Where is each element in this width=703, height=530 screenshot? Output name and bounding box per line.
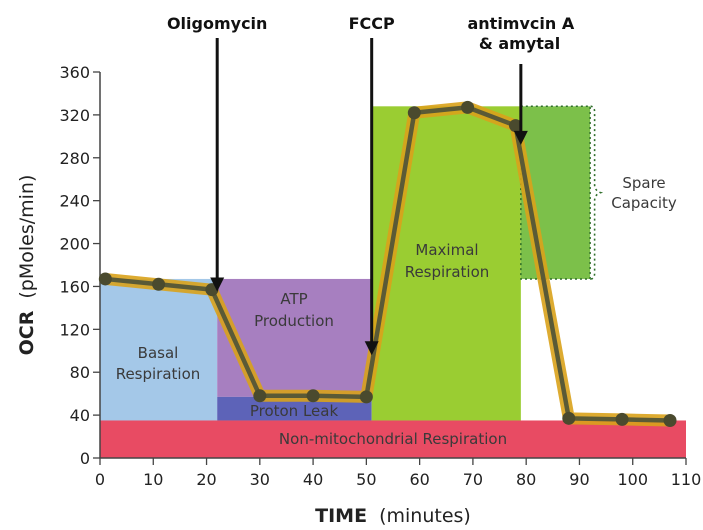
data-point (461, 100, 475, 114)
y-tick-label: 360 (59, 63, 90, 82)
x-tick-label: 60 (409, 470, 429, 489)
x-tick-label: 90 (569, 470, 589, 489)
data-point (359, 390, 373, 404)
region-label-line: Proton Leak (250, 402, 339, 420)
region-nonmito (100, 420, 686, 458)
data-point (615, 412, 629, 426)
y-tick-label: 240 (59, 192, 90, 211)
region-label-line: Spare (622, 174, 665, 192)
y-axis-title-main: OCR (16, 310, 38, 355)
region-label-layer: Basal Respiration ATP Production Proton Leak… (116, 174, 677, 448)
y-tick-label: 160 (59, 277, 90, 296)
x-tick-label: 100 (617, 470, 648, 489)
region-label-basal: Basal Respiration (116, 344, 201, 383)
data-point (407, 106, 421, 120)
injection-arrow-head (210, 277, 225, 292)
injection-layer: Oligomycin FCCP antimvcin A& amytal (167, 14, 575, 356)
region-atp (217, 278, 372, 397)
region-basal (100, 278, 218, 421)
x-tick-label: 110 (671, 470, 702, 489)
data-point (306, 389, 320, 403)
region-label-line: Respiration (405, 263, 490, 281)
y-tick-label: 200 (59, 235, 90, 254)
x-tick-label: 50 (356, 470, 376, 489)
y-tick-label: 80 (70, 363, 90, 382)
y-tick-label: 280 (59, 149, 90, 168)
region-label-nonmito: Non-mitochondrial Respiration (279, 430, 507, 448)
data-point (253, 389, 267, 403)
x-tick-label: 0 (95, 470, 105, 489)
y-tick-label: 40 (70, 406, 90, 425)
axis-titles: TIME (minutes) OCR (pMoles/min) (16, 175, 471, 527)
series-layer (98, 100, 677, 427)
region-label-line: Maximal (415, 241, 478, 259)
data-point (562, 411, 576, 425)
data-point (98, 272, 112, 286)
y-axis-title-unit: (pMoles/min) (16, 175, 38, 299)
region-label-spare: Spare Capacity (611, 174, 677, 212)
y-tick-label: 320 (59, 106, 90, 125)
data-point (663, 413, 677, 427)
region-label-line: Production (254, 312, 334, 330)
x-axis-title-unit: (minutes) (379, 505, 471, 527)
region-label-line: Non-mitochondrial Respiration (279, 430, 507, 448)
x-tick-label: 30 (250, 470, 270, 489)
x-axis-title-main: TIME (315, 505, 367, 527)
x-tick-label: 80 (516, 470, 536, 489)
region-label-line: Respiration (116, 365, 201, 383)
injection-arrow-head (513, 130, 528, 145)
y-tick-label: 0 (80, 449, 90, 468)
x-tick-label: 70 (463, 470, 483, 489)
injection-label-line2: & amytal (479, 34, 560, 53)
region-label-line: ATP (280, 290, 307, 308)
series-line (103, 105, 673, 423)
x-tick-label: 20 (196, 470, 216, 489)
region-maximal (371, 106, 521, 421)
injection-label: FCCP (349, 14, 395, 33)
axes: 0 40 80 120 160 200 240 280 320 360 0 10 20 30 40 50 60 7… (59, 63, 701, 489)
region-label-leak: Proton Leak (250, 402, 339, 420)
data-point (509, 119, 523, 133)
y-axis-title: OCR (pMoles/min) (16, 175, 38, 356)
x-tick-label: 40 (303, 470, 323, 489)
region-label-maximal: Maximal Respiration (405, 241, 490, 281)
y-tick-label: 120 (59, 320, 90, 339)
data-point (152, 277, 166, 291)
injection-arrow-head (364, 341, 379, 356)
region-leak (217, 396, 372, 421)
region-label-line: Capacity (611, 194, 677, 212)
spare-capacity-brace (590, 105, 604, 280)
region-label-line: Basal (138, 344, 179, 362)
x-tick-label: 10 (143, 470, 163, 489)
injection-label: antimvcin A (467, 14, 574, 33)
x-axis-title: TIME (minutes) (315, 505, 471, 527)
injection-label: Oligomycin (167, 14, 267, 33)
region-label-atp: ATP Production (254, 290, 334, 330)
